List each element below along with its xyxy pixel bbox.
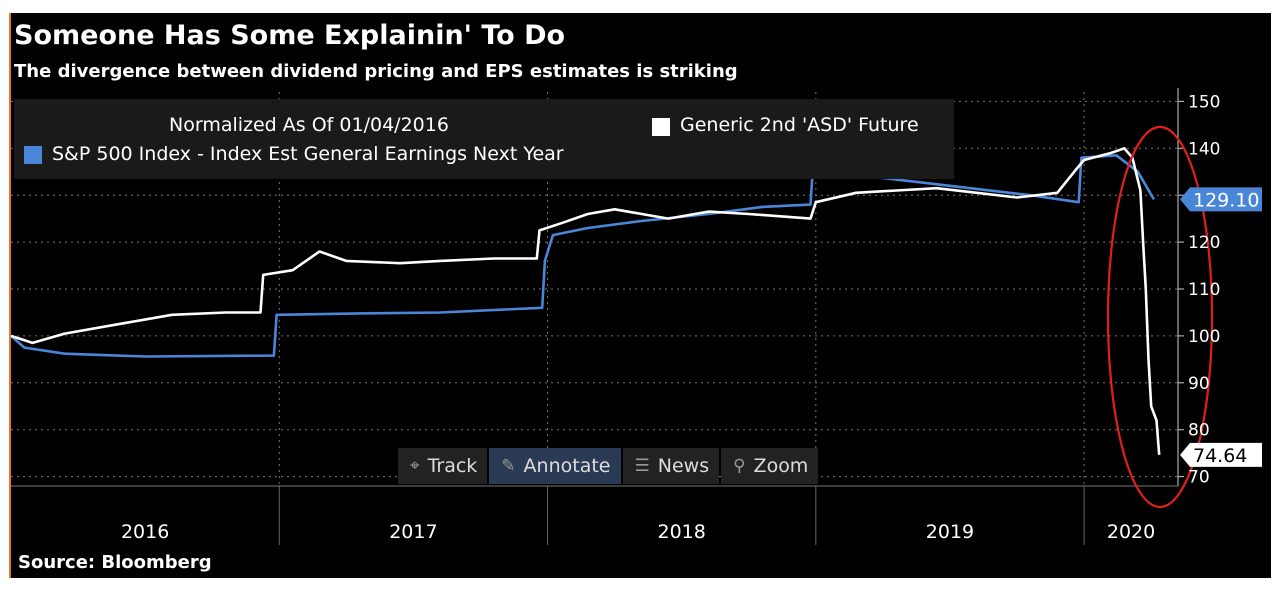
news-label: News bbox=[657, 455, 710, 477]
legend-normalized-note: Normalized As Of 01/04/2016 bbox=[169, 114, 449, 136]
chart-toolbar: ⌖ Track ✎ Annotate ☰ News ⚲ Zoom bbox=[398, 448, 820, 484]
series-line-white-asd bbox=[10, 147, 1161, 456]
svg-text:129.10: 129.10 bbox=[1193, 189, 1259, 211]
last-value-tag-white: 74.64 bbox=[1180, 442, 1262, 467]
legend-swatch-blue bbox=[24, 146, 42, 164]
chart-subtitle: The divergence between dividend pricing … bbox=[14, 61, 738, 82]
x-tick-label: 2016 bbox=[121, 521, 169, 543]
legend: Normalized As Of 01/04/2016 Generic 2nd … bbox=[14, 99, 954, 179]
annotate-label: Annotate bbox=[523, 455, 611, 477]
svg-text:74.64: 74.64 bbox=[1193, 445, 1247, 467]
y-tick-label: 70 bbox=[1188, 468, 1210, 488]
y-tick-label: 100 bbox=[1188, 327, 1220, 347]
news-button[interactable]: ☰ News bbox=[622, 448, 720, 484]
pencil-icon: ✎ bbox=[501, 456, 516, 476]
zoom-button[interactable]: ⚲ Zoom bbox=[721, 448, 819, 484]
chart-title: Someone Has Some Explainin' To Do bbox=[14, 20, 566, 51]
x-tick-label: 2020 bbox=[1107, 521, 1155, 543]
legend-label-white-series: Generic 2nd 'ASD' Future bbox=[680, 114, 919, 136]
legend-label-blue-series: S&P 500 Index - Index Est General Earnin… bbox=[52, 143, 564, 165]
y-tick-label: 120 bbox=[1188, 233, 1220, 253]
series-line-blue-eps bbox=[10, 154, 1156, 358]
x-tick-label: 2018 bbox=[658, 521, 706, 543]
y-tick-label: 110 bbox=[1188, 280, 1220, 300]
x-tick-label: 2019 bbox=[926, 521, 974, 543]
track-label: Track bbox=[427, 455, 478, 477]
crosshair-icon: ⌖ bbox=[410, 456, 420, 476]
annotate-button[interactable]: ✎ Annotate bbox=[489, 448, 621, 484]
x-tick-label: 2017 bbox=[389, 521, 437, 543]
left-accent-bar bbox=[9, 13, 11, 578]
source-note: Source: Bloomberg bbox=[18, 552, 212, 573]
highlight-ellipse bbox=[1106, 125, 1214, 509]
y-tick-label: 140 bbox=[1188, 139, 1220, 159]
y-tick-label: 150 bbox=[1188, 92, 1220, 112]
legend-swatch-white bbox=[652, 118, 670, 136]
y-tick-label: 80 bbox=[1188, 421, 1210, 441]
news-icon: ☰ bbox=[634, 456, 650, 476]
y-tick-label: 90 bbox=[1188, 374, 1210, 394]
magnifier-icon: ⚲ bbox=[733, 456, 746, 476]
track-button[interactable]: ⌖ Track bbox=[398, 448, 488, 484]
zoom-label: Zoom bbox=[753, 455, 809, 477]
last-value-tag-blue: 129.10 bbox=[1180, 187, 1262, 212]
